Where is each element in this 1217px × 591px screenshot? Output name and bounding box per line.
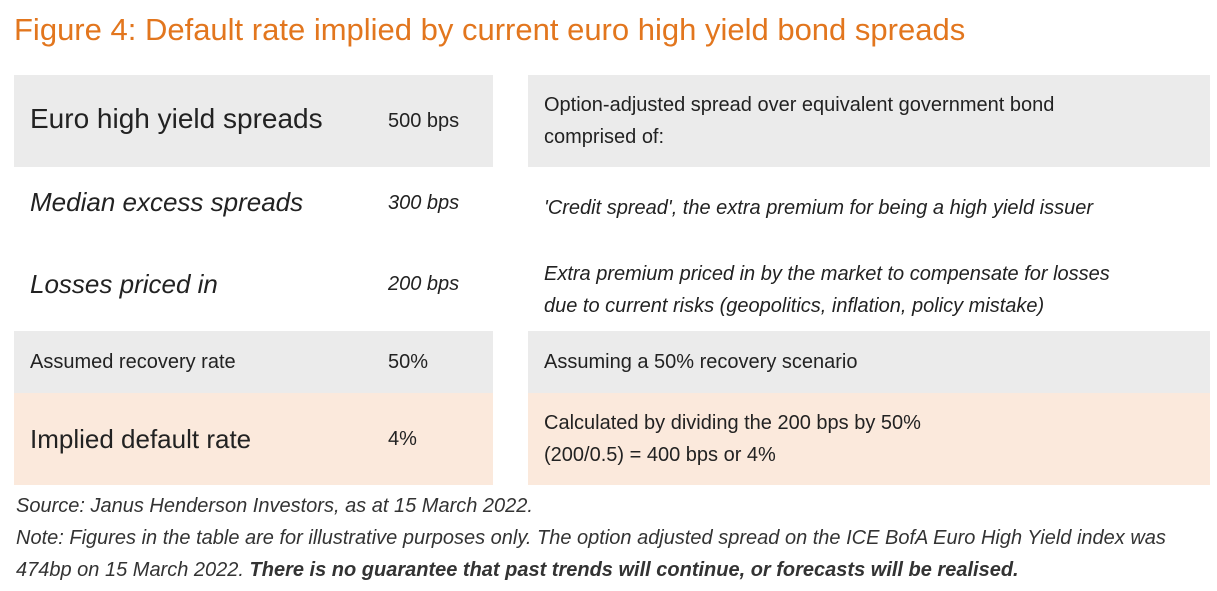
disclaimer: There is no guarantee that past trends w… [249,559,1019,581]
value: 300 bps [388,192,460,214]
row-bg [14,75,493,167]
note-block: Note: Figures in the table are for illus… [16,522,1211,586]
label: Losses priced in [30,269,218,299]
label: Median excess spreads [30,187,304,217]
title: Figure 4: Default rate implied by curren… [14,12,966,47]
value: 500 bps [388,110,460,132]
value: 4% [388,428,417,450]
description: Assuming a 50% recovery scenario [528,331,1210,393]
row-bg [14,331,493,393]
label: Assumed recovery rate [30,351,236,373]
line: due to current risks (geopolitics, infla… [544,295,1045,317]
source: Source: Janus Henderson Investors, as at… [16,495,533,517]
note: Note: Figures in the table are for illus… [16,527,1166,581]
line: (200/0.5) = 400 bps or 4% [544,444,776,466]
value: 200 bps [388,273,460,295]
line: 'Credit spread', the extra premium for b… [544,197,1094,219]
line: Option-adjusted spread over equivalent g… [544,94,1055,116]
value: 50% [388,351,429,373]
description: Calculated by dividing the 200 bps by 50… [528,393,1210,485]
description: 'Credit spread', the extra premium for b… [528,167,1210,249]
footer: Source: Janus Henderson Investors, as at… [16,490,1211,586]
description: Extra premium priced in by the market to… [528,249,1210,331]
label: Implied default rate [30,424,252,454]
description: Option-adjusted spread over equivalent g… [528,75,1210,167]
line: Calculated by dividing the 200 bps by 50… [544,412,921,434]
label: Euro high yield spreads [30,103,323,134]
line: Assuming a 50% recovery scenario [544,351,858,373]
line: Extra premium priced in by the market to… [544,263,1110,285]
line: comprised of: [544,126,665,148]
row-bg [14,393,493,485]
